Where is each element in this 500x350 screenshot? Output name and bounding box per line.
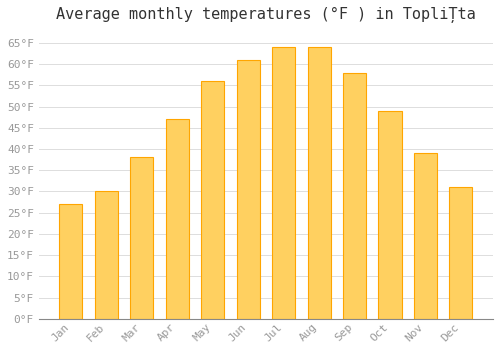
Bar (414, 153, 437, 319)
Bar (450, 187, 472, 319)
Bar (166, 119, 189, 319)
Bar (378, 111, 402, 319)
Bar (236, 60, 260, 319)
Bar (272, 47, 295, 319)
Bar (95, 191, 118, 319)
Bar (60, 204, 82, 319)
Bar (343, 72, 366, 319)
Bar (130, 158, 154, 319)
Bar (308, 47, 330, 319)
Bar (201, 81, 224, 319)
Title: Average monthly temperatures (°F ) in TopliȚta: Average monthly temperatures (°F ) in To… (56, 7, 476, 23)
